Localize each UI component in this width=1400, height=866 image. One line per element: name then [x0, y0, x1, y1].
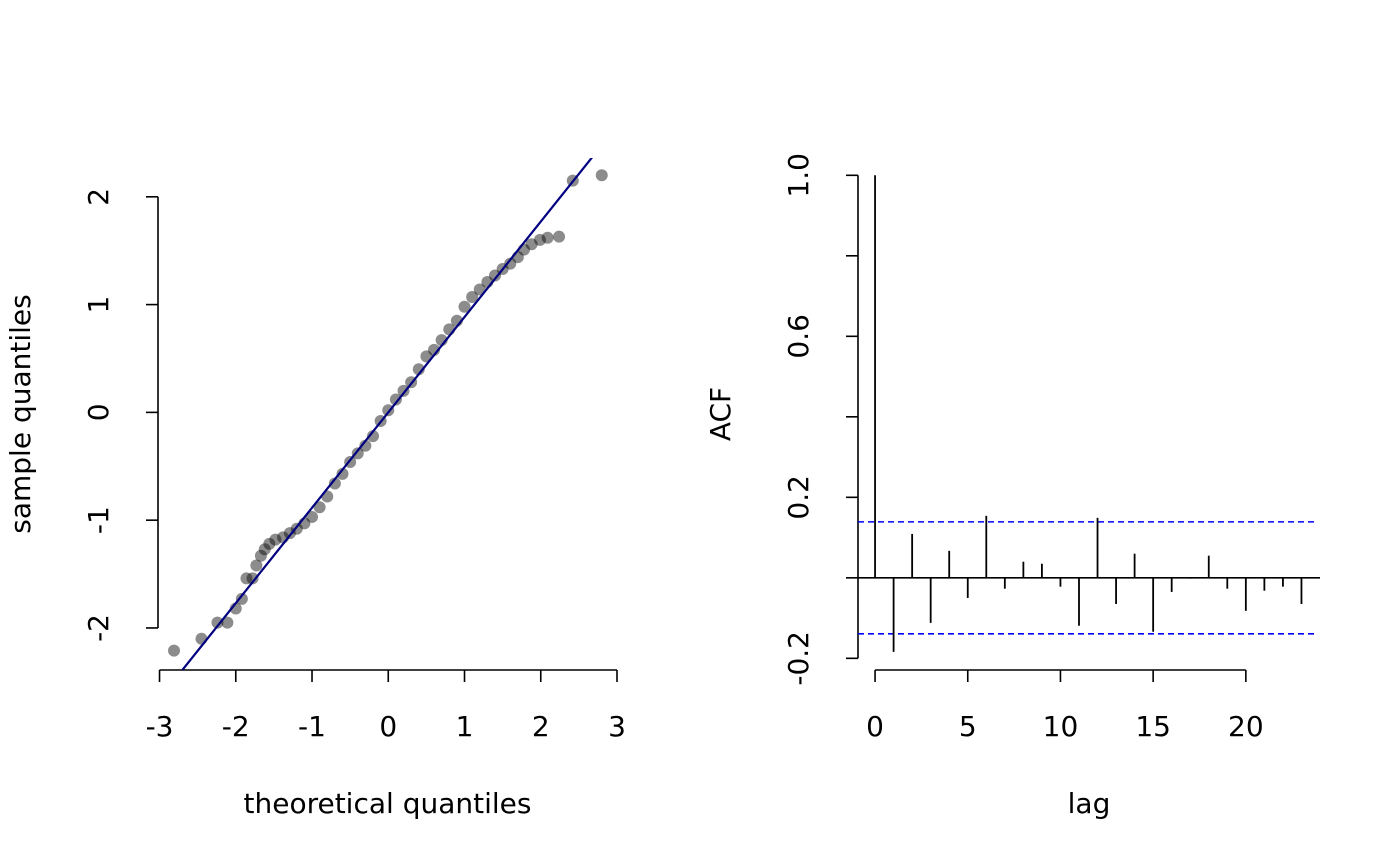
point	[195, 632, 208, 645]
point	[328, 477, 341, 490]
x-tick-label: -1	[298, 710, 326, 743]
x-tick-label: 15	[1135, 710, 1171, 743]
point	[235, 592, 248, 605]
x-axis-title: theoretical quantiles	[244, 787, 532, 820]
point	[595, 169, 608, 182]
plot-area	[858, 175, 1320, 652]
point	[313, 501, 326, 514]
x-axis-title: lag	[1068, 787, 1111, 820]
x-tick-label: 10	[1043, 710, 1079, 743]
y-tick-label: 1.0	[782, 153, 815, 198]
point	[553, 230, 566, 243]
x-tick-label: -2	[222, 710, 250, 743]
point	[168, 644, 181, 657]
point	[250, 559, 263, 572]
x-tick-label: 0	[379, 710, 397, 743]
y-axis-title: sample quantiles	[4, 294, 37, 533]
x-tick-label: 2	[532, 710, 550, 743]
x-tick-label: 3	[608, 710, 626, 743]
y-tick-label: -1	[82, 506, 115, 534]
point	[389, 393, 402, 406]
point	[211, 616, 224, 629]
point	[221, 616, 234, 629]
point	[367, 430, 380, 443]
point	[504, 257, 517, 270]
point	[489, 269, 502, 282]
y-tick-label: -2	[82, 614, 115, 642]
plot-area	[168, 158, 608, 670]
point	[533, 233, 546, 246]
point	[269, 533, 282, 546]
y-axis-title: ACF	[704, 387, 737, 441]
point	[359, 439, 372, 452]
x-tick-label: -3	[146, 710, 174, 743]
y-tick-label: 0.6	[782, 314, 815, 359]
x-tick-label: 0	[866, 710, 884, 743]
point	[263, 537, 276, 550]
y-tick-label: -0.2	[782, 631, 815, 686]
point	[246, 572, 259, 585]
point	[240, 572, 253, 585]
point	[458, 300, 471, 313]
y-tick-label: 0.2	[782, 475, 815, 520]
point	[351, 447, 364, 460]
x-tick-label: 5	[959, 710, 977, 743]
y-tick-label: 2	[82, 188, 115, 206]
point	[525, 238, 538, 251]
point	[258, 543, 271, 556]
point	[412, 363, 425, 376]
panel: -3 -2 -1 0 1 2 3 -2 -1 0 1 2 theoretical quantiles sa…	[4, 158, 626, 820]
point	[466, 291, 479, 304]
y-tick-label: 0	[82, 403, 115, 421]
reference-line	[180, 158, 593, 670]
panel: 0 5 10 15 20 -0.2 0.2 0.6 1.0 lag ACF	[704, 153, 1320, 820]
point	[306, 510, 319, 523]
x-tick-label: 1	[456, 710, 474, 743]
point	[254, 549, 267, 562]
x-tick-label: 20	[1228, 710, 1264, 743]
y-tick-label: 1	[82, 296, 115, 314]
point	[336, 467, 349, 480]
point	[541, 231, 554, 244]
